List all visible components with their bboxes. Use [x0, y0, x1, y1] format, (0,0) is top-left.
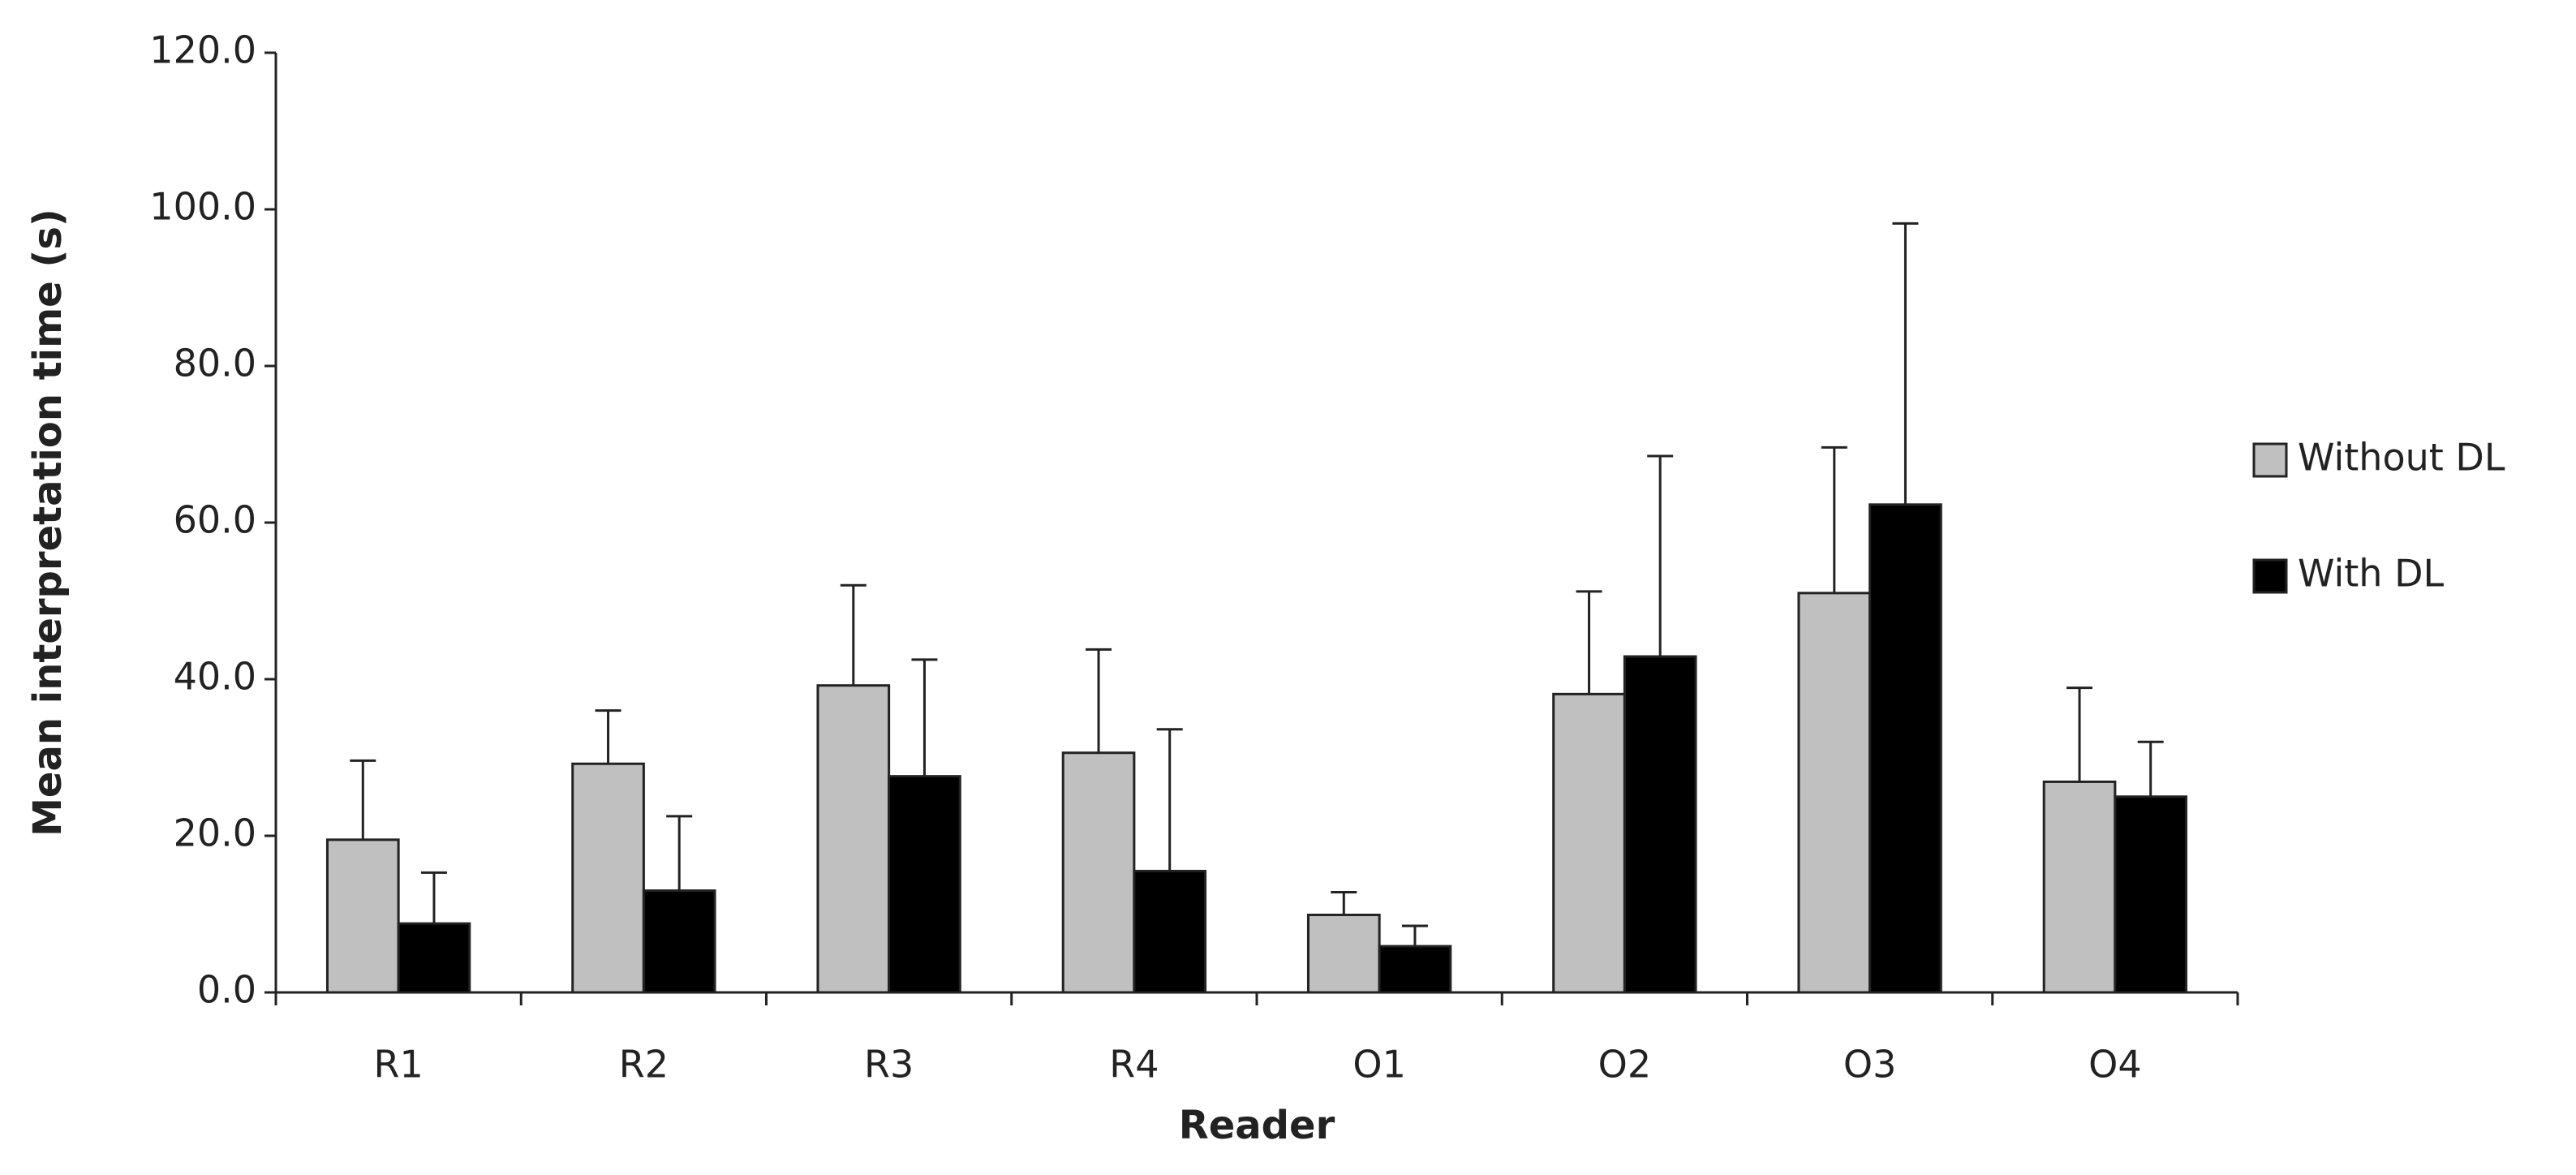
bar	[1552, 692, 1626, 994]
y-tick-label: 80.0	[174, 342, 256, 385]
legend-label: Without DL	[2298, 436, 2505, 480]
x-tick-label: R4	[1109, 1043, 1159, 1087]
bar	[1623, 655, 1697, 994]
bar	[1306, 913, 1381, 994]
legend-swatch	[2252, 558, 2288, 594]
x-tick-label: O4	[2088, 1043, 2141, 1087]
bar	[2114, 795, 2188, 994]
x-tick-label: O1	[1353, 1043, 1405, 1087]
bar	[1061, 751, 1136, 994]
x-tick-label: R3	[864, 1043, 914, 1087]
bar	[1869, 503, 1942, 994]
bar	[642, 889, 716, 994]
bar	[325, 838, 400, 994]
bar	[397, 922, 471, 994]
x-tick-label: R2	[619, 1043, 669, 1087]
bar	[1378, 945, 1452, 994]
y-tick-label: 40.0	[174, 655, 256, 699]
x-tick-label: R1	[374, 1043, 424, 1087]
y-tick-label: 0.0	[197, 968, 256, 1012]
bar	[2042, 780, 2117, 994]
bar	[816, 684, 891, 994]
y-tick-label: 120.0	[149, 28, 256, 72]
legend-swatch	[2252, 442, 2288, 478]
y-axis-title: Mean interpretation time (s)	[25, 209, 71, 837]
y-tick-label: 60.0	[174, 498, 256, 542]
bar	[1797, 592, 1872, 994]
x-axis-title: Reader	[1179, 1103, 1335, 1148]
legend-label: With DL	[2298, 552, 2444, 596]
bar	[888, 775, 961, 994]
x-tick-label: O2	[1598, 1043, 1651, 1087]
bar	[571, 762, 645, 994]
bar	[1133, 869, 1207, 994]
y-tick-label: 100.0	[149, 185, 256, 229]
y-tick-label: 20.0	[174, 811, 256, 855]
x-tick-label: O3	[1843, 1043, 1896, 1087]
